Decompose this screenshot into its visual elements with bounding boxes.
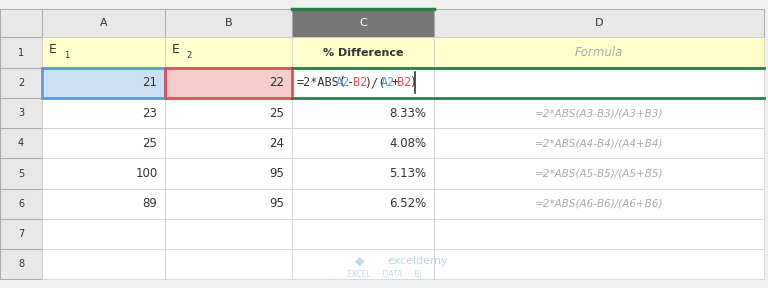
- Text: 1: 1: [18, 48, 24, 58]
- Text: E: E: [48, 43, 56, 56]
- Bar: [292, 98, 434, 128]
- Bar: [0, 219, 42, 249]
- Bar: [0, 37, 42, 68]
- Bar: [434, 158, 764, 189]
- Bar: [165, 9, 292, 37]
- Text: B2: B2: [397, 76, 412, 89]
- Bar: [165, 98, 292, 128]
- Bar: [0, 158, 42, 189]
- Bar: [0, 68, 42, 98]
- Text: 23: 23: [143, 107, 157, 120]
- Text: 4.08%: 4.08%: [389, 137, 426, 150]
- Bar: [42, 98, 165, 128]
- Text: =2*ABS(A3-B3)/(A3+B3): =2*ABS(A3-B3)/(A3+B3): [535, 108, 664, 118]
- Text: =2*ABS(: =2*ABS(: [296, 76, 346, 89]
- Text: 95: 95: [270, 197, 284, 210]
- Text: D: D: [594, 18, 604, 28]
- Bar: [292, 219, 434, 249]
- Text: 95: 95: [270, 167, 284, 180]
- Text: E: E: [171, 43, 179, 56]
- Text: 8: 8: [18, 259, 24, 269]
- Bar: [292, 189, 434, 219]
- Bar: [42, 158, 165, 189]
- Bar: [0, 9, 42, 37]
- Bar: [165, 37, 292, 68]
- Bar: [165, 68, 292, 98]
- Bar: [292, 128, 434, 158]
- Text: 5.13%: 5.13%: [389, 167, 426, 180]
- Text: +: +: [392, 76, 399, 89]
- Bar: [434, 128, 764, 158]
- Bar: [434, 249, 764, 279]
- Bar: [434, 98, 764, 128]
- Text: 22: 22: [269, 76, 284, 89]
- Bar: [42, 9, 165, 37]
- Text: 6: 6: [18, 199, 24, 209]
- Bar: [42, 189, 165, 219]
- Bar: [165, 158, 292, 189]
- Text: B2: B2: [353, 76, 367, 89]
- Bar: [434, 219, 764, 249]
- Bar: [434, 9, 764, 37]
- Text: 6.52%: 6.52%: [389, 197, 426, 210]
- Bar: [165, 128, 292, 158]
- Text: =2*ABS(A4-B4)/(A4+B4): =2*ABS(A4-B4)/(A4+B4): [535, 138, 664, 148]
- Bar: [42, 128, 165, 158]
- Text: )/(: )/(: [364, 76, 385, 89]
- Text: 2: 2: [18, 78, 25, 88]
- Text: ): ): [409, 76, 415, 89]
- Text: =2*ABS(A5-B5)/(A5+B5): =2*ABS(A5-B5)/(A5+B5): [535, 168, 664, 179]
- Text: =2*ABS(A6-B6)/(A6+B6): =2*ABS(A6-B6)/(A6+B6): [535, 199, 664, 209]
- Bar: [292, 9, 434, 37]
- Text: 89: 89: [143, 197, 157, 210]
- Text: ◆: ◆: [355, 255, 364, 268]
- Bar: [0, 249, 42, 279]
- Bar: [0, 98, 42, 128]
- Text: 5: 5: [18, 168, 25, 179]
- Bar: [42, 68, 165, 98]
- Bar: [292, 68, 434, 98]
- Bar: [0, 189, 42, 219]
- Text: 4: 4: [18, 138, 24, 148]
- Text: -: -: [347, 76, 354, 89]
- Bar: [292, 37, 434, 68]
- Text: 3: 3: [18, 108, 24, 118]
- Text: EXCEL  ·  DATA  ·  BI: EXCEL · DATA · BI: [346, 270, 422, 279]
- Text: exceldemy: exceldemy: [388, 256, 449, 266]
- Text: A: A: [100, 18, 108, 28]
- Text: Formula: Formula: [575, 46, 623, 59]
- Bar: [292, 158, 434, 189]
- Text: % Difference: % Difference: [323, 48, 403, 58]
- Text: 25: 25: [270, 107, 284, 120]
- Text: 21: 21: [142, 76, 157, 89]
- Text: 2: 2: [187, 51, 192, 60]
- Text: A2: A2: [336, 76, 350, 89]
- Bar: [0, 128, 42, 158]
- Text: 100: 100: [135, 167, 157, 180]
- Bar: [292, 249, 434, 279]
- Text: C: C: [359, 18, 367, 28]
- Text: 24: 24: [269, 137, 284, 150]
- Bar: [42, 219, 165, 249]
- Bar: [165, 249, 292, 279]
- Bar: [165, 219, 292, 249]
- Text: A2: A2: [380, 76, 395, 89]
- Text: 8.33%: 8.33%: [389, 107, 426, 120]
- Text: 1: 1: [64, 51, 69, 60]
- Text: 7: 7: [18, 229, 25, 239]
- Text: 25: 25: [143, 137, 157, 150]
- Bar: [42, 68, 165, 98]
- Bar: [165, 68, 292, 98]
- Bar: [42, 249, 165, 279]
- Bar: [165, 189, 292, 219]
- Bar: [434, 68, 764, 98]
- Bar: [434, 189, 764, 219]
- Text: B: B: [225, 18, 232, 28]
- Bar: [42, 37, 165, 68]
- Bar: [434, 37, 764, 68]
